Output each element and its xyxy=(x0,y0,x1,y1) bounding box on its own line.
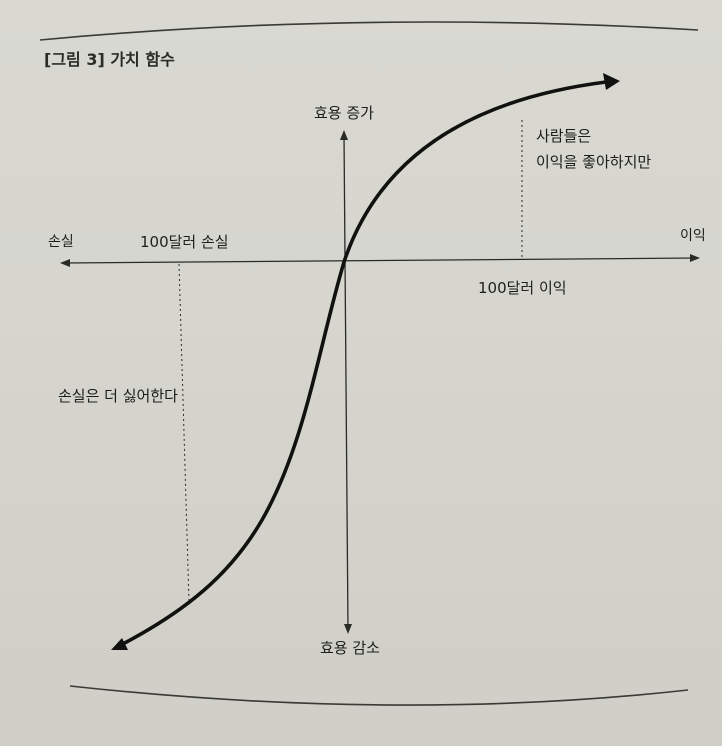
curve-loss-arrowhead xyxy=(111,638,128,650)
x-axis-left-label: 손실 xyxy=(48,234,74,250)
y-axis-top-label: 효용 증가 xyxy=(314,104,374,122)
x-axis-right-label: 이익 xyxy=(680,228,706,244)
gain-annotation-line-1: 사람들은 xyxy=(536,127,592,145)
top-rule xyxy=(39,21,699,41)
curve-gain-arrowhead xyxy=(603,73,620,90)
x-axis xyxy=(63,257,697,264)
x-axis-right-arrowhead xyxy=(690,254,700,262)
gain-annotation-line-2: 이익을 좋아하지만 xyxy=(536,153,652,171)
loss-annotation: 손실은 더 싫어한다 xyxy=(58,387,178,405)
loss-marker-label: 100달러 손실 xyxy=(140,233,229,251)
y-axis-bottom-arrowhead xyxy=(344,624,352,634)
loss-guide-line xyxy=(178,263,190,603)
x-axis-left-arrowhead xyxy=(60,259,70,267)
gain-marker-label: 100달러 이익 xyxy=(478,279,567,297)
gain-annotation: 사람들은 이익을 좋아하지만 xyxy=(536,123,651,175)
value-curve xyxy=(115,80,608,649)
bottom-rule xyxy=(69,685,689,706)
y-axis-bottom-label: 효용 감소 xyxy=(320,639,380,657)
y-axis xyxy=(343,133,349,631)
y-axis-top-arrowhead xyxy=(340,130,348,140)
figure-title: [그림 3] 가치 함수 xyxy=(44,50,175,69)
